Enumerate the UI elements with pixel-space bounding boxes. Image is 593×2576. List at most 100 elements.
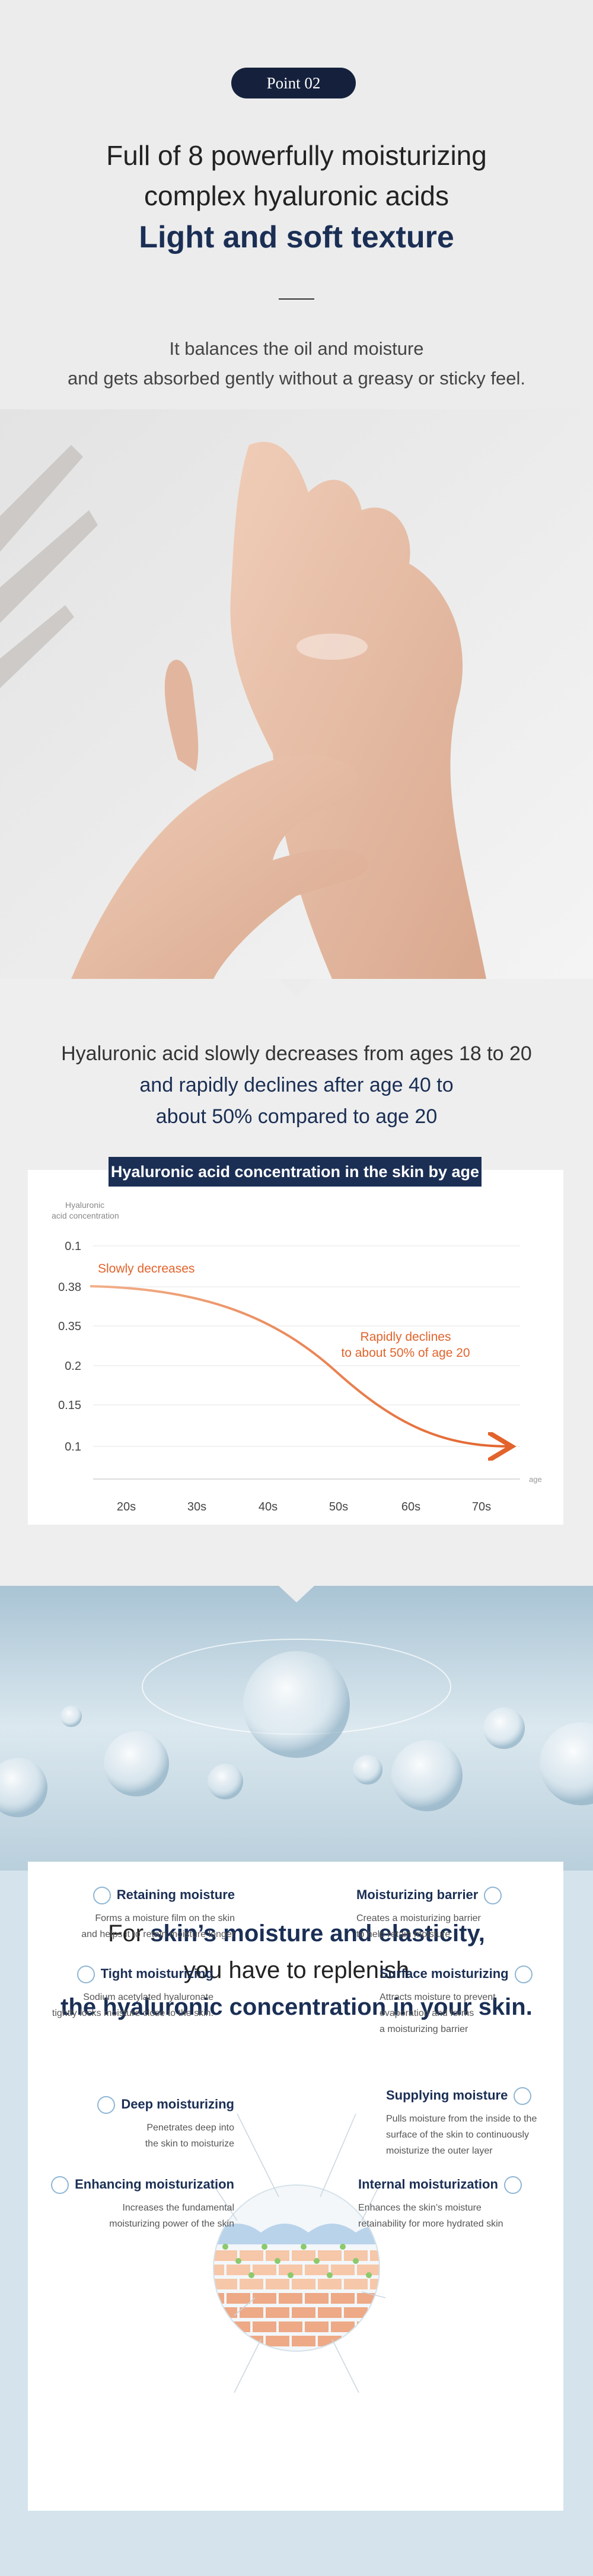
text-part: For (108, 1920, 151, 1947)
title: Full of 8 powerfully moisturizing comple… (0, 135, 593, 259)
feature-icon (484, 1887, 502, 1904)
y-tick-label: 0.15 (58, 1399, 81, 1412)
description-line: evaporation and forms (380, 2008, 474, 2018)
feature: Moisturizing barrier Creates a moisturizi… (356, 1887, 502, 1942)
description-line: and helps it to retain moisture longer (81, 1929, 235, 1939)
brick (344, 2279, 368, 2289)
droplet (314, 2258, 320, 2264)
brick (213, 2279, 237, 2289)
description-line: retainability for more hydrated skin (358, 2219, 503, 2229)
intro-section: Point 02 Full of 8 powerfully moisturizi… (0, 0, 593, 979)
chart: Hyaluronic acid concentration 0.1 0.38 0.3… (52, 1200, 542, 1513)
feature-title: Surface moisturizing (380, 1966, 533, 1983)
brick (292, 2307, 315, 2318)
bubble-photo (0, 1586, 593, 1871)
brick (292, 2336, 315, 2346)
description-line: tightly locks moisture close to the skin… (52, 2008, 213, 2018)
notch (279, 979, 314, 997)
feature-icon (514, 2087, 532, 2105)
feature-icon (514, 1966, 533, 1983)
description-line: Enhances the skin’s moisture (358, 2203, 482, 2213)
y-tick-label: 0.1 (65, 1240, 81, 1253)
brick (305, 2265, 329, 2275)
description-line: Pulls moisture from the inside to the (386, 2114, 537, 2124)
brick (279, 2293, 302, 2304)
droplet (327, 2272, 333, 2278)
feature: Tight moisturizing Sodium acetylated hyal… (52, 1966, 213, 2021)
replenish-section: For skin’s moisture and elasticity, you … (0, 1586, 593, 2576)
feature-title: Enhancing moisturization (51, 2176, 234, 2194)
description-line: Creates a moisturizing barrier (356, 1913, 481, 1923)
description-line: Penetrates deep into (146, 2123, 234, 2133)
brick (240, 2279, 263, 2289)
feature-title: Moisturizing barrier (356, 1887, 502, 1904)
description-line: Sodium acetylated hyaluronate (83, 1992, 213, 2002)
droplet (235, 2258, 241, 2264)
brick (305, 2293, 329, 2304)
description-line: to help retain moisture (356, 1929, 451, 1939)
droplet (301, 2244, 307, 2250)
feature: Supplying moisture Pulls moisture from th… (386, 2087, 537, 2159)
x-tick-label: 20s (117, 1500, 136, 1513)
description-line: moisturizing power of the skin (109, 2219, 234, 2229)
feature-description: Attracts moisture to prevent evaporation … (380, 1989, 533, 2037)
feature-title: Retaining moisture (81, 1887, 235, 1904)
feature-icon (97, 2096, 116, 2114)
feature: Retaining moisture Forms a moisture film … (81, 1887, 235, 1942)
description-line: Forms a moisture film on the skin (95, 1913, 235, 1923)
feature: Deep moisturizing Penetrates deep into the… (97, 2096, 234, 2152)
brick (227, 2265, 250, 2275)
text-line: about 50% compared to age 20 (155, 1105, 438, 1128)
y-tick-label: 0.1 (65, 1440, 81, 1454)
brick (266, 2279, 289, 2289)
x-tick-label: 60s (401, 1500, 420, 1513)
description-line: and gets absorbed gently without a greas… (68, 368, 525, 389)
droplet (275, 2258, 280, 2264)
skin-diagram (213, 2184, 380, 2352)
feature-icon (51, 2176, 69, 2194)
x-tick-label: 70s (472, 1500, 491, 1513)
brick (370, 2250, 380, 2261)
brick (240, 2307, 263, 2318)
brick (344, 2307, 368, 2318)
brick (213, 2265, 224, 2275)
feature-description: Forms a moisture film on the skin and hel… (81, 1910, 235, 1942)
brick (331, 2293, 355, 2304)
feature-description: Increases the fundamental moisturizing po… (51, 2200, 234, 2232)
text-line: For skin’s moisture and elasticity, (0, 1915, 593, 1952)
x-tick-label: 50s (329, 1500, 348, 1513)
feature-title: Tight moisturizing (52, 1966, 213, 1983)
brick (292, 2250, 315, 2261)
brick (253, 2321, 276, 2332)
x-tick-label: 30s (187, 1500, 206, 1513)
feature-description: Sodium acetylated hyaluronate tightly loc… (52, 1989, 213, 2021)
brick (266, 2250, 289, 2261)
description-line: Increases the fundamental (122, 2203, 234, 2213)
feature-icon (93, 1887, 111, 1904)
feature-title: Deep moisturizing (97, 2096, 234, 2114)
brick (266, 2307, 289, 2318)
droplet (340, 2244, 346, 2250)
y-tick-label: 0.2 (65, 1360, 81, 1373)
droplet (288, 2272, 294, 2278)
description-line: surface of the skin to continuously (386, 2130, 530, 2140)
brick (331, 2321, 355, 2332)
feature: Surface moisturizing Attracts moisture to… (380, 1966, 533, 2037)
feature-description: Creates a moisturizing barrier to help re… (356, 1910, 502, 1942)
feature-description: Enhances the skin’s moisture retainabilit… (358, 2200, 522, 2232)
description-line: Attracts moisture to prevent (380, 1992, 496, 2002)
droplet (353, 2258, 359, 2264)
text-line: Hyaluronic acid slowly decreases from ag… (61, 1042, 532, 1065)
annotation: Slowly decreases (98, 1262, 195, 1276)
brick (305, 2321, 329, 2332)
droplet (222, 2244, 228, 2250)
annotation: to about 50% of age 20 (341, 1346, 470, 1360)
brick (318, 2279, 342, 2289)
y-tick-label: 0.35 (58, 1320, 81, 1333)
brick (292, 2279, 315, 2289)
brick (253, 2265, 276, 2275)
text-line: you have to replenish (183, 1957, 410, 1983)
badge: Point 02 (231, 68, 356, 98)
brick (227, 2293, 250, 2304)
feature: Internal moisturization Enhances the skin… (358, 2176, 522, 2232)
